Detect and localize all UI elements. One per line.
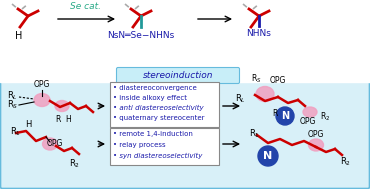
Text: R$_2$: R$_2$ [320, 111, 330, 123]
Text: R$_2$: R$_2$ [340, 156, 351, 169]
Text: Se cat.: Se cat. [71, 2, 101, 11]
FancyBboxPatch shape [117, 67, 239, 84]
FancyBboxPatch shape [0, 81, 370, 188]
Ellipse shape [309, 139, 323, 151]
Text: R$_L$: R$_L$ [7, 90, 18, 102]
Text: NHNs: NHNs [246, 29, 272, 38]
Circle shape [276, 107, 294, 125]
Text: • relay process: • relay process [113, 142, 166, 148]
Text: R$_1$: R$_1$ [10, 126, 21, 138]
Text: R$_1$: R$_1$ [249, 128, 260, 140]
Bar [0, 0, 370, 82]
Text: R$_S$: R$_S$ [251, 73, 261, 85]
Text: N: N [281, 111, 289, 121]
Text: OPG: OPG [34, 80, 50, 89]
Text: • remote 1,4-induction: • remote 1,4-induction [113, 131, 193, 137]
Text: R: R [55, 115, 61, 124]
Text: R$_2$: R$_2$ [70, 157, 81, 170]
Text: R$_S$: R$_S$ [7, 99, 18, 111]
Text: R$_L$: R$_L$ [235, 93, 246, 105]
Ellipse shape [55, 101, 69, 112]
Text: • anti diastereoselectivity: • anti diastereoselectivity [113, 105, 204, 111]
Text: H: H [25, 120, 31, 129]
Ellipse shape [303, 107, 317, 117]
Text: OPG: OPG [308, 130, 324, 139]
Text: H: H [65, 115, 71, 124]
Text: N: N [263, 151, 273, 161]
Text: • inside alkoxy effect: • inside alkoxy effect [113, 95, 187, 101]
Ellipse shape [43, 138, 57, 150]
Text: OPG: OPG [270, 76, 286, 85]
Text: • diastereoconvergence: • diastereoconvergence [113, 85, 197, 91]
Text: NsN═Se−NHNs: NsN═Se−NHNs [107, 31, 175, 40]
Circle shape [258, 146, 278, 166]
Text: • syn diastereoselectivity: • syn diastereoselectivity [113, 153, 202, 159]
Text: • quaternary stereocenter: • quaternary stereocenter [113, 115, 205, 121]
Text: R: R [272, 109, 278, 118]
Text: OPG: OPG [300, 117, 316, 126]
Text: stereoinduction: stereoinduction [143, 70, 213, 80]
Ellipse shape [34, 94, 50, 106]
FancyBboxPatch shape [110, 81, 219, 126]
Text: H: H [15, 31, 23, 41]
Ellipse shape [256, 87, 274, 101]
FancyBboxPatch shape [110, 128, 219, 164]
Text: OPG: OPG [47, 139, 63, 148]
